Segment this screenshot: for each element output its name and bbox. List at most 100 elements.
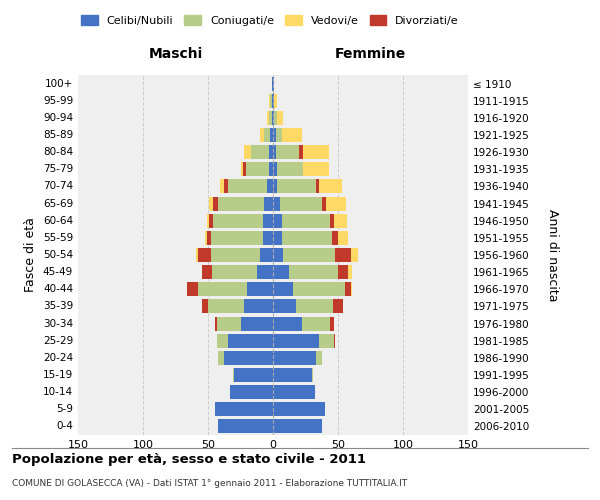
Bar (274, 94, 277, 108)
Bar (224, 351, 273, 365)
Bar (273, 420, 322, 434)
Bar (351, 282, 352, 296)
Bar (334, 334, 335, 347)
Bar (208, 300, 244, 314)
Bar (273, 180, 277, 194)
Bar (273, 128, 275, 142)
Bar (303, 162, 329, 176)
Bar (273, 111, 274, 125)
Bar (241, 162, 243, 176)
Bar (303, 145, 329, 159)
Bar (260, 248, 273, 262)
Bar (316, 180, 319, 194)
Legend: Celibi/Nubili, Coniugati/e, Vedovi/e, Divorziati/e: Celibi/Nubili, Coniugati/e, Vedovi/e, Di… (77, 10, 463, 30)
Bar (330, 214, 334, 228)
Bar (227, 180, 266, 194)
Bar (273, 231, 282, 245)
Bar (273, 76, 274, 90)
Bar (272, 111, 273, 125)
Bar (244, 145, 251, 159)
Text: Popolazione per età, sesso e stato civile - 2011: Popolazione per età, sesso e stato civil… (12, 452, 366, 466)
Bar (269, 145, 273, 159)
Bar (212, 265, 257, 279)
Bar (273, 334, 319, 347)
Bar (187, 282, 197, 296)
Bar (218, 351, 224, 365)
Bar (322, 196, 326, 210)
Bar (264, 196, 273, 210)
Bar (209, 196, 213, 210)
Y-axis label: Anni di nascita: Anni di nascita (546, 209, 559, 301)
Bar (330, 316, 334, 330)
Bar (349, 265, 352, 279)
Bar (202, 300, 208, 314)
Bar (244, 300, 273, 314)
Bar (273, 265, 289, 279)
Bar (202, 265, 212, 279)
Bar (230, 385, 273, 399)
Bar (271, 128, 273, 142)
Bar (344, 282, 351, 296)
Bar (273, 368, 312, 382)
Bar (273, 402, 325, 416)
Bar (234, 368, 273, 382)
Bar (334, 214, 347, 228)
Bar (215, 316, 217, 330)
Y-axis label: Fasce di età: Fasce di età (25, 218, 37, 292)
Bar (266, 111, 269, 125)
Bar (273, 162, 277, 176)
Bar (269, 111, 272, 125)
Bar (213, 214, 263, 228)
Bar (269, 162, 273, 176)
Bar (196, 248, 197, 262)
Bar (331, 231, 338, 245)
Bar (197, 282, 247, 296)
Bar (263, 214, 273, 228)
Bar (227, 334, 273, 347)
Bar (277, 111, 283, 125)
Bar (338, 265, 349, 279)
Bar (273, 145, 275, 159)
Bar (211, 231, 263, 245)
Bar (241, 316, 273, 330)
Bar (274, 111, 277, 125)
Bar (302, 316, 330, 330)
Bar (271, 94, 272, 108)
Text: Maschi: Maschi (148, 48, 203, 62)
Bar (277, 162, 303, 176)
Bar (282, 128, 302, 142)
Bar (213, 196, 218, 210)
Bar (282, 214, 330, 228)
Bar (312, 368, 313, 382)
Bar (289, 265, 338, 279)
Bar (283, 248, 335, 262)
Bar (326, 196, 346, 210)
Bar (273, 214, 282, 228)
Bar (299, 145, 303, 159)
Bar (263, 231, 273, 245)
Bar (351, 248, 358, 262)
Bar (247, 282, 273, 296)
Bar (273, 385, 314, 399)
Bar (333, 300, 343, 314)
Bar (220, 180, 224, 194)
Bar (275, 128, 282, 142)
Bar (273, 351, 316, 365)
Bar (319, 180, 342, 194)
Bar (218, 420, 273, 434)
Bar (272, 76, 273, 90)
Bar (257, 265, 273, 279)
Bar (319, 334, 334, 347)
Bar (233, 368, 234, 382)
Bar (205, 231, 206, 245)
Text: Femmine: Femmine (335, 48, 406, 62)
Bar (197, 248, 211, 262)
Bar (335, 248, 351, 262)
Bar (273, 316, 302, 330)
Bar (246, 162, 269, 176)
Bar (338, 231, 349, 245)
Bar (206, 231, 211, 245)
Bar (209, 214, 213, 228)
Bar (224, 180, 227, 194)
Bar (211, 248, 260, 262)
